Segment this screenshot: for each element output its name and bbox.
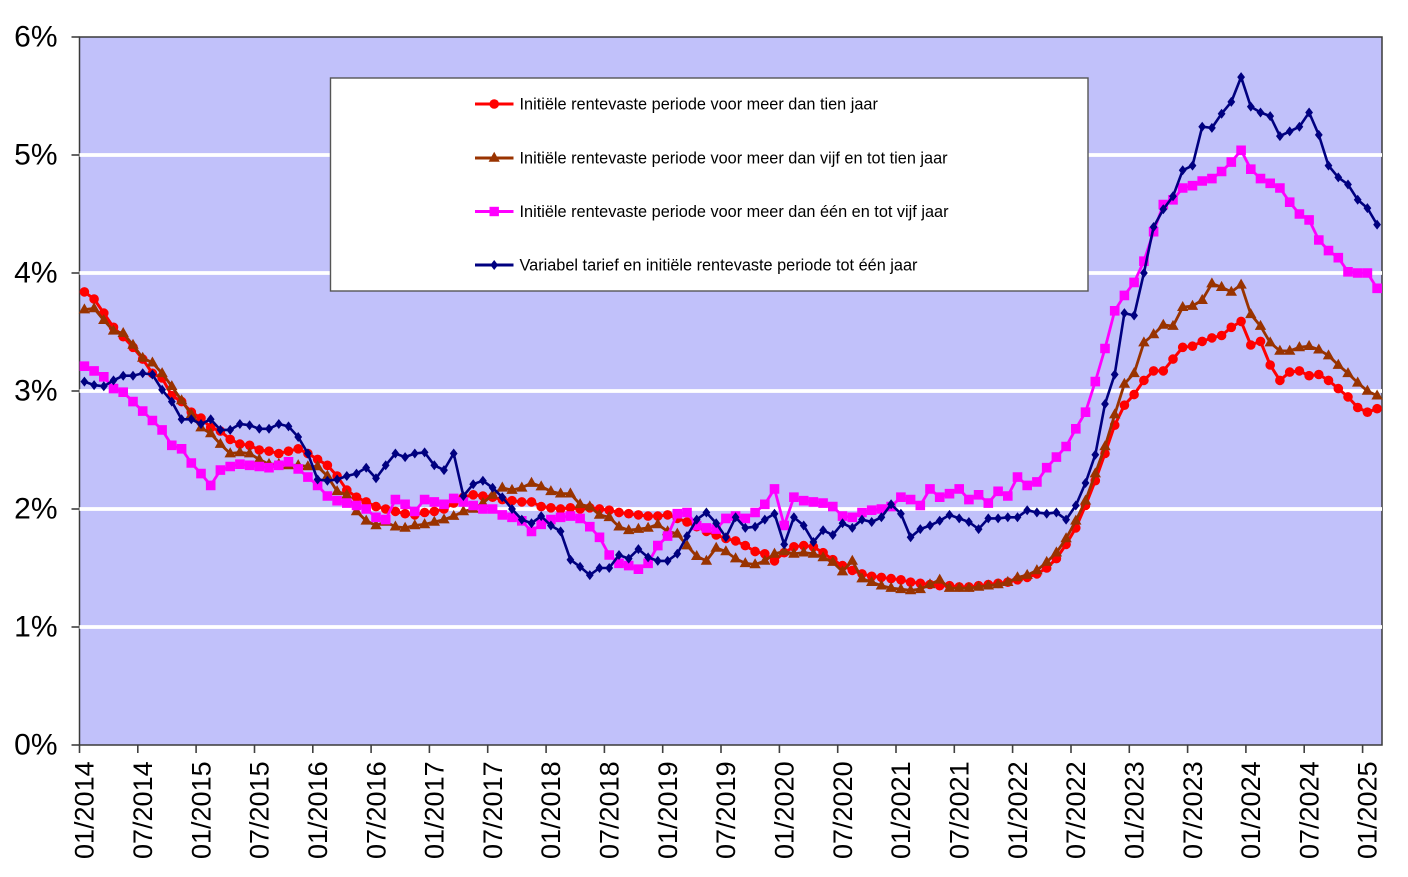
svg-text:01/2015: 01/2015 bbox=[186, 761, 216, 859]
svg-text:01/2016: 01/2016 bbox=[303, 761, 333, 859]
svg-text:5%: 5% bbox=[14, 139, 57, 172]
svg-text:01/2022: 01/2022 bbox=[1003, 761, 1033, 859]
svg-text:07/2023: 07/2023 bbox=[1178, 761, 1208, 859]
svg-text:07/2018: 07/2018 bbox=[595, 761, 625, 859]
svg-text:01/2019: 01/2019 bbox=[653, 761, 683, 859]
svg-text:07/2014: 07/2014 bbox=[128, 761, 158, 859]
svg-text:Initiële rentevaste periode vo: Initiële rentevaste periode voor meer da… bbox=[520, 150, 949, 168]
svg-text:01/2017: 01/2017 bbox=[420, 761, 450, 859]
svg-text:01/2018: 01/2018 bbox=[536, 761, 566, 859]
svg-text:07/2022: 07/2022 bbox=[1061, 761, 1091, 859]
svg-text:07/2024: 07/2024 bbox=[1294, 761, 1324, 859]
svg-text:07/2017: 07/2017 bbox=[478, 761, 508, 859]
svg-text:01/2025: 01/2025 bbox=[1353, 761, 1383, 859]
svg-text:07/2016: 07/2016 bbox=[361, 761, 391, 859]
svg-text:6%: 6% bbox=[14, 21, 57, 54]
svg-text:2%: 2% bbox=[14, 493, 57, 526]
svg-text:07/2015: 07/2015 bbox=[245, 761, 275, 859]
svg-text:01/2023: 01/2023 bbox=[1119, 761, 1149, 859]
svg-text:01/2021: 01/2021 bbox=[886, 761, 916, 859]
svg-text:07/2021: 07/2021 bbox=[945, 761, 975, 859]
svg-text:01/2014: 01/2014 bbox=[70, 761, 100, 859]
svg-text:07/2019: 07/2019 bbox=[711, 761, 741, 859]
svg-text:1%: 1% bbox=[14, 611, 57, 644]
svg-text:3%: 3% bbox=[14, 375, 57, 408]
svg-text:4%: 4% bbox=[14, 257, 57, 290]
svg-text:01/2020: 01/2020 bbox=[770, 761, 800, 859]
svg-text:0%: 0% bbox=[14, 729, 57, 762]
svg-text:Initiële rentevaste periode vo: Initiële rentevaste periode voor meer da… bbox=[520, 203, 950, 221]
svg-text:01/2024: 01/2024 bbox=[1236, 761, 1266, 859]
svg-text:Variabel tarief en initiële re: Variabel tarief en initiële rentevaste p… bbox=[520, 257, 919, 275]
svg-text:Initiële rentevaste periode vo: Initiële rentevaste periode voor meer da… bbox=[520, 96, 879, 114]
svg-text:07/2020: 07/2020 bbox=[828, 761, 858, 859]
